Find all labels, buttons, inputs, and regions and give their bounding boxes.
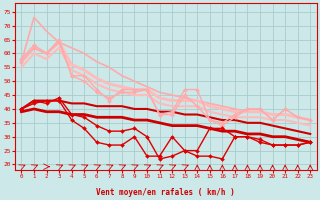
- X-axis label: Vent moyen/en rafales ( km/h ): Vent moyen/en rafales ( km/h ): [96, 188, 235, 197]
